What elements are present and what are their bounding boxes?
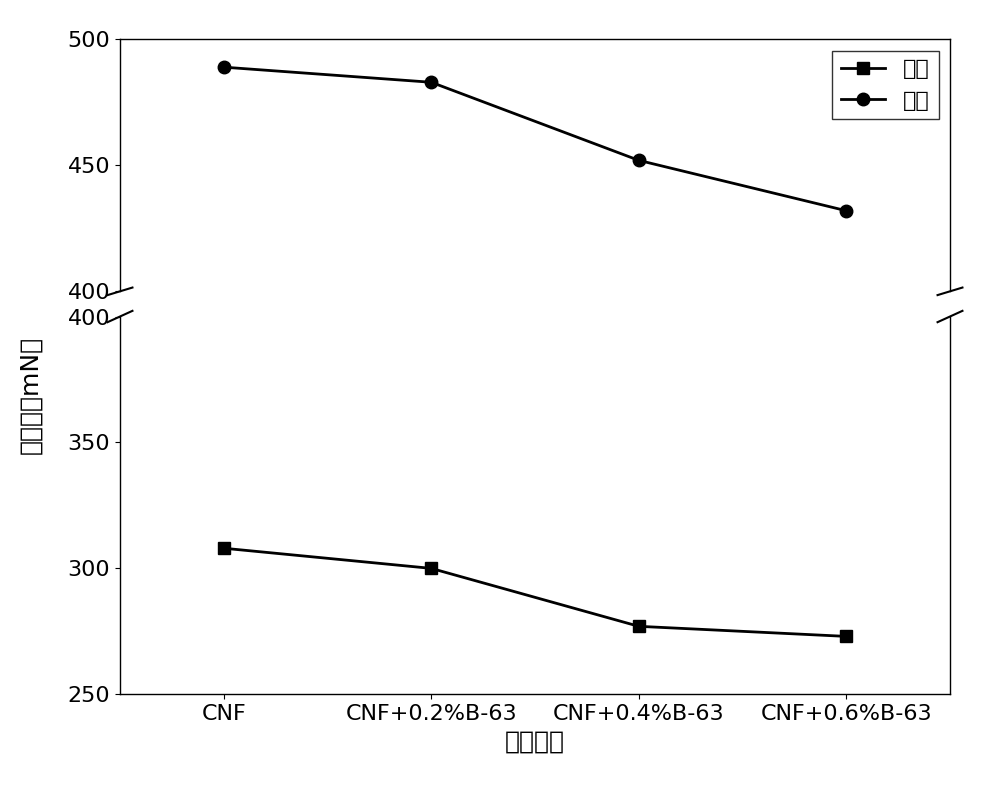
Text: 柔软度（mN）: 柔软度（mN） [18, 335, 42, 454]
Legend: 竹纹, 线纹: 竹纹, 线纹 [832, 50, 939, 119]
竹纹 [218, 518, 230, 528]
竹纹 [218, 544, 230, 553]
线纹 [425, 77, 437, 87]
竹纹 [840, 632, 852, 641]
线纹 [218, 62, 230, 72]
Line: 线纹: 线纹 [218, 86, 852, 242]
线纹 [633, 155, 645, 165]
Line: 线纹: 线纹 [218, 61, 852, 217]
线纹 [218, 88, 230, 97]
线纹 [840, 231, 852, 241]
线纹 [840, 206, 852, 215]
竹纹 [633, 622, 645, 631]
线纹 [633, 181, 645, 190]
Line: 竹纹: 竹纹 [218, 542, 852, 642]
竹纹 [840, 607, 852, 616]
Line: 竹纹: 竹纹 [218, 517, 852, 618]
竹纹 [425, 563, 437, 573]
线纹 [425, 103, 437, 112]
竹纹 [633, 596, 645, 606]
竹纹 [425, 538, 437, 548]
X-axis label: 试剂种类: 试剂种类 [505, 730, 565, 753]
